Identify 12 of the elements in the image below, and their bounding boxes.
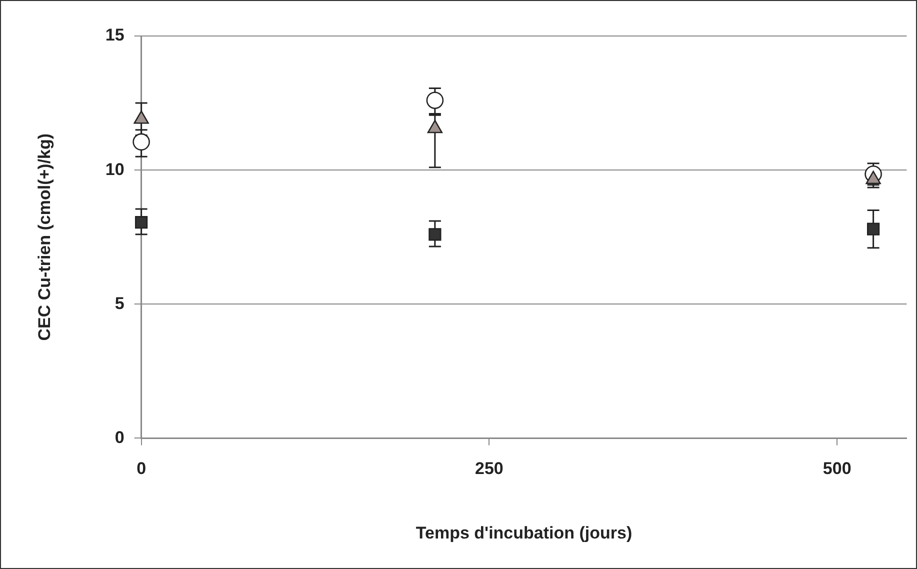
y-tick-label: 10 <box>105 160 124 179</box>
y-axis-title: CEC Cu-trien (cmol(+)/kg) <box>34 133 54 341</box>
y-tick-label: 0 <box>114 428 124 447</box>
x-tick-label: 500 <box>822 459 852 478</box>
point <box>428 228 442 241</box>
x-tick-label: 0 <box>136 459 146 478</box>
y-tick-label: 5 <box>114 294 124 313</box>
x-axis-title: Temps d'incubation (jours) <box>416 523 632 542</box>
point <box>426 92 444 109</box>
y-tick-label: 15 <box>105 26 124 45</box>
point <box>866 222 880 236</box>
x-tick-label: 250 <box>475 459 504 478</box>
